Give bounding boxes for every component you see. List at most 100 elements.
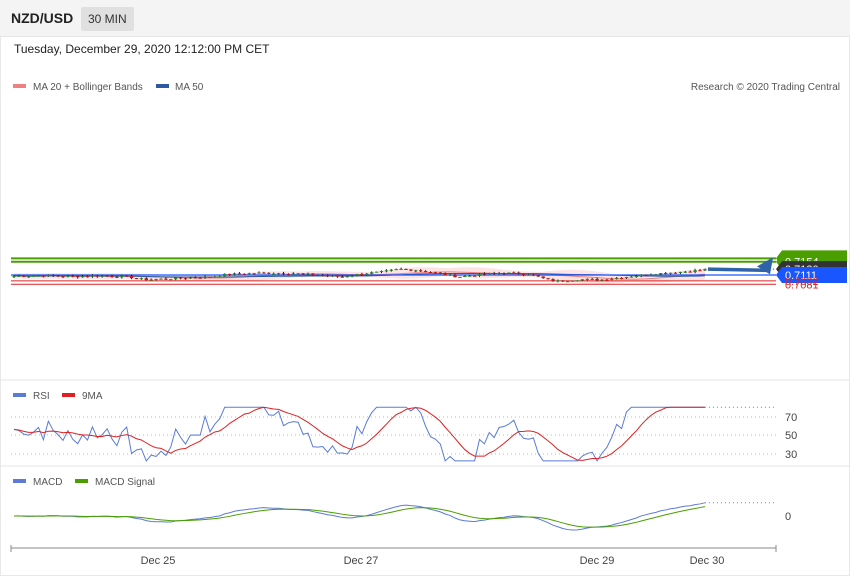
candle: [272, 272, 276, 275]
candle-body-down: [316, 275, 320, 277]
candle: [66, 274, 70, 278]
candle: [512, 271, 516, 274]
rsi-legend-label: RSI: [33, 391, 50, 402]
candle-body-down: [144, 278, 148, 281]
candle-body-down: [531, 274, 536, 276]
candle-body-up: [27, 276, 31, 278]
candle: [374, 271, 379, 273]
candle: [281, 271, 286, 276]
candle-body-up: [448, 274, 452, 276]
candle: [178, 277, 183, 280]
candle: [360, 272, 364, 276]
candle: [619, 277, 624, 280]
candle-body-up: [678, 271, 683, 273]
candle-body-up: [345, 276, 349, 278]
candle: [242, 273, 246, 275]
candle-body-up: [232, 273, 237, 275]
candle-body-up: [374, 271, 379, 273]
rsi-line: [13, 406, 705, 462]
candle: [610, 277, 614, 281]
candle-body-up: [615, 277, 619, 279]
candle: [237, 271, 242, 275]
candle: [458, 276, 462, 278]
candle: [546, 278, 550, 280]
candle-body-up: [306, 273, 310, 275]
candle-body-down: [595, 278, 599, 281]
macd-legend-swatch: [13, 479, 26, 483]
candle-body-down: [360, 274, 364, 276]
candle-body-up: [556, 280, 560, 282]
ma50-legend-swatch: [156, 84, 169, 88]
candle: [291, 272, 295, 275]
candle: [365, 272, 369, 276]
candle-body-up: [487, 273, 491, 275]
candle-body-up: [394, 269, 398, 271]
candle-body-up: [414, 270, 418, 272]
candle-body-up: [223, 273, 227, 277]
candle: [139, 277, 144, 280]
candle: [517, 271, 521, 275]
rsi9ma-legend-swatch: [62, 393, 75, 397]
candle-body-up: [477, 273, 482, 276]
candle-body-up: [139, 278, 144, 280]
candle-body-up: [36, 275, 41, 277]
candle: [678, 271, 683, 275]
candle: [316, 274, 320, 277]
candle: [105, 275, 109, 277]
rsi-lines: [13, 406, 776, 462]
candle-body-down: [551, 279, 555, 281]
candle-body-down: [546, 278, 550, 280]
candle: [472, 275, 477, 277]
rsi-gridlines: [11, 416, 776, 455]
candle-body-up: [276, 273, 281, 275]
candle: [575, 280, 580, 282]
candle: [355, 273, 359, 277]
candle: [419, 269, 423, 272]
candle: [306, 272, 310, 276]
candle-body-up: [570, 280, 575, 282]
candle: [570, 280, 575, 282]
candle: [585, 278, 589, 281]
candle-body-down: [512, 272, 516, 274]
timeframe-button[interactable]: 30 MIN: [81, 7, 134, 31]
level-0-7111-label: 0.7111: [785, 270, 817, 282]
candle-body-down: [492, 273, 496, 275]
candle: [659, 273, 663, 276]
candle-body-up: [668, 272, 673, 274]
candle: [404, 268, 408, 270]
candle: [502, 272, 506, 275]
candle-body-up: [296, 273, 300, 275]
candle: [423, 270, 428, 273]
candle: [590, 278, 594, 280]
candle: [654, 274, 658, 276]
candle-body-down: [301, 273, 305, 275]
candle: [335, 275, 340, 278]
candle-body-up: [120, 275, 124, 278]
candle-body-up: [188, 277, 193, 279]
candle: [438, 272, 442, 275]
candle-body-down: [105, 275, 109, 277]
rsi9ma-legend-label: 9MA: [82, 391, 103, 402]
candle: [433, 271, 438, 274]
candle: [22, 275, 26, 278]
candle-body-down: [619, 277, 624, 279]
candle-body-down: [22, 275, 26, 277]
candle-body-down: [95, 275, 99, 277]
candle-body-up: [463, 275, 467, 277]
candle-body-up: [384, 270, 389, 272]
candle-body-up: [12, 275, 16, 277]
chart-datetime: Tuesday, December 29, 2020 12:12:00 PM C…: [14, 42, 270, 56]
candle-body-up: [365, 273, 369, 275]
candle: [154, 278, 158, 281]
candle-body-down: [85, 276, 90, 278]
candle-body-up: [272, 273, 276, 275]
candle: [668, 272, 673, 275]
candle: [129, 274, 134, 280]
candle: [46, 274, 50, 278]
macd-signal-legend-label: MACD Signal: [95, 477, 155, 488]
candle-body-up: [683, 271, 687, 273]
candle-body-down: [237, 273, 242, 275]
candle-body-down: [41, 275, 46, 277]
candle-body-down: [208, 276, 212, 278]
